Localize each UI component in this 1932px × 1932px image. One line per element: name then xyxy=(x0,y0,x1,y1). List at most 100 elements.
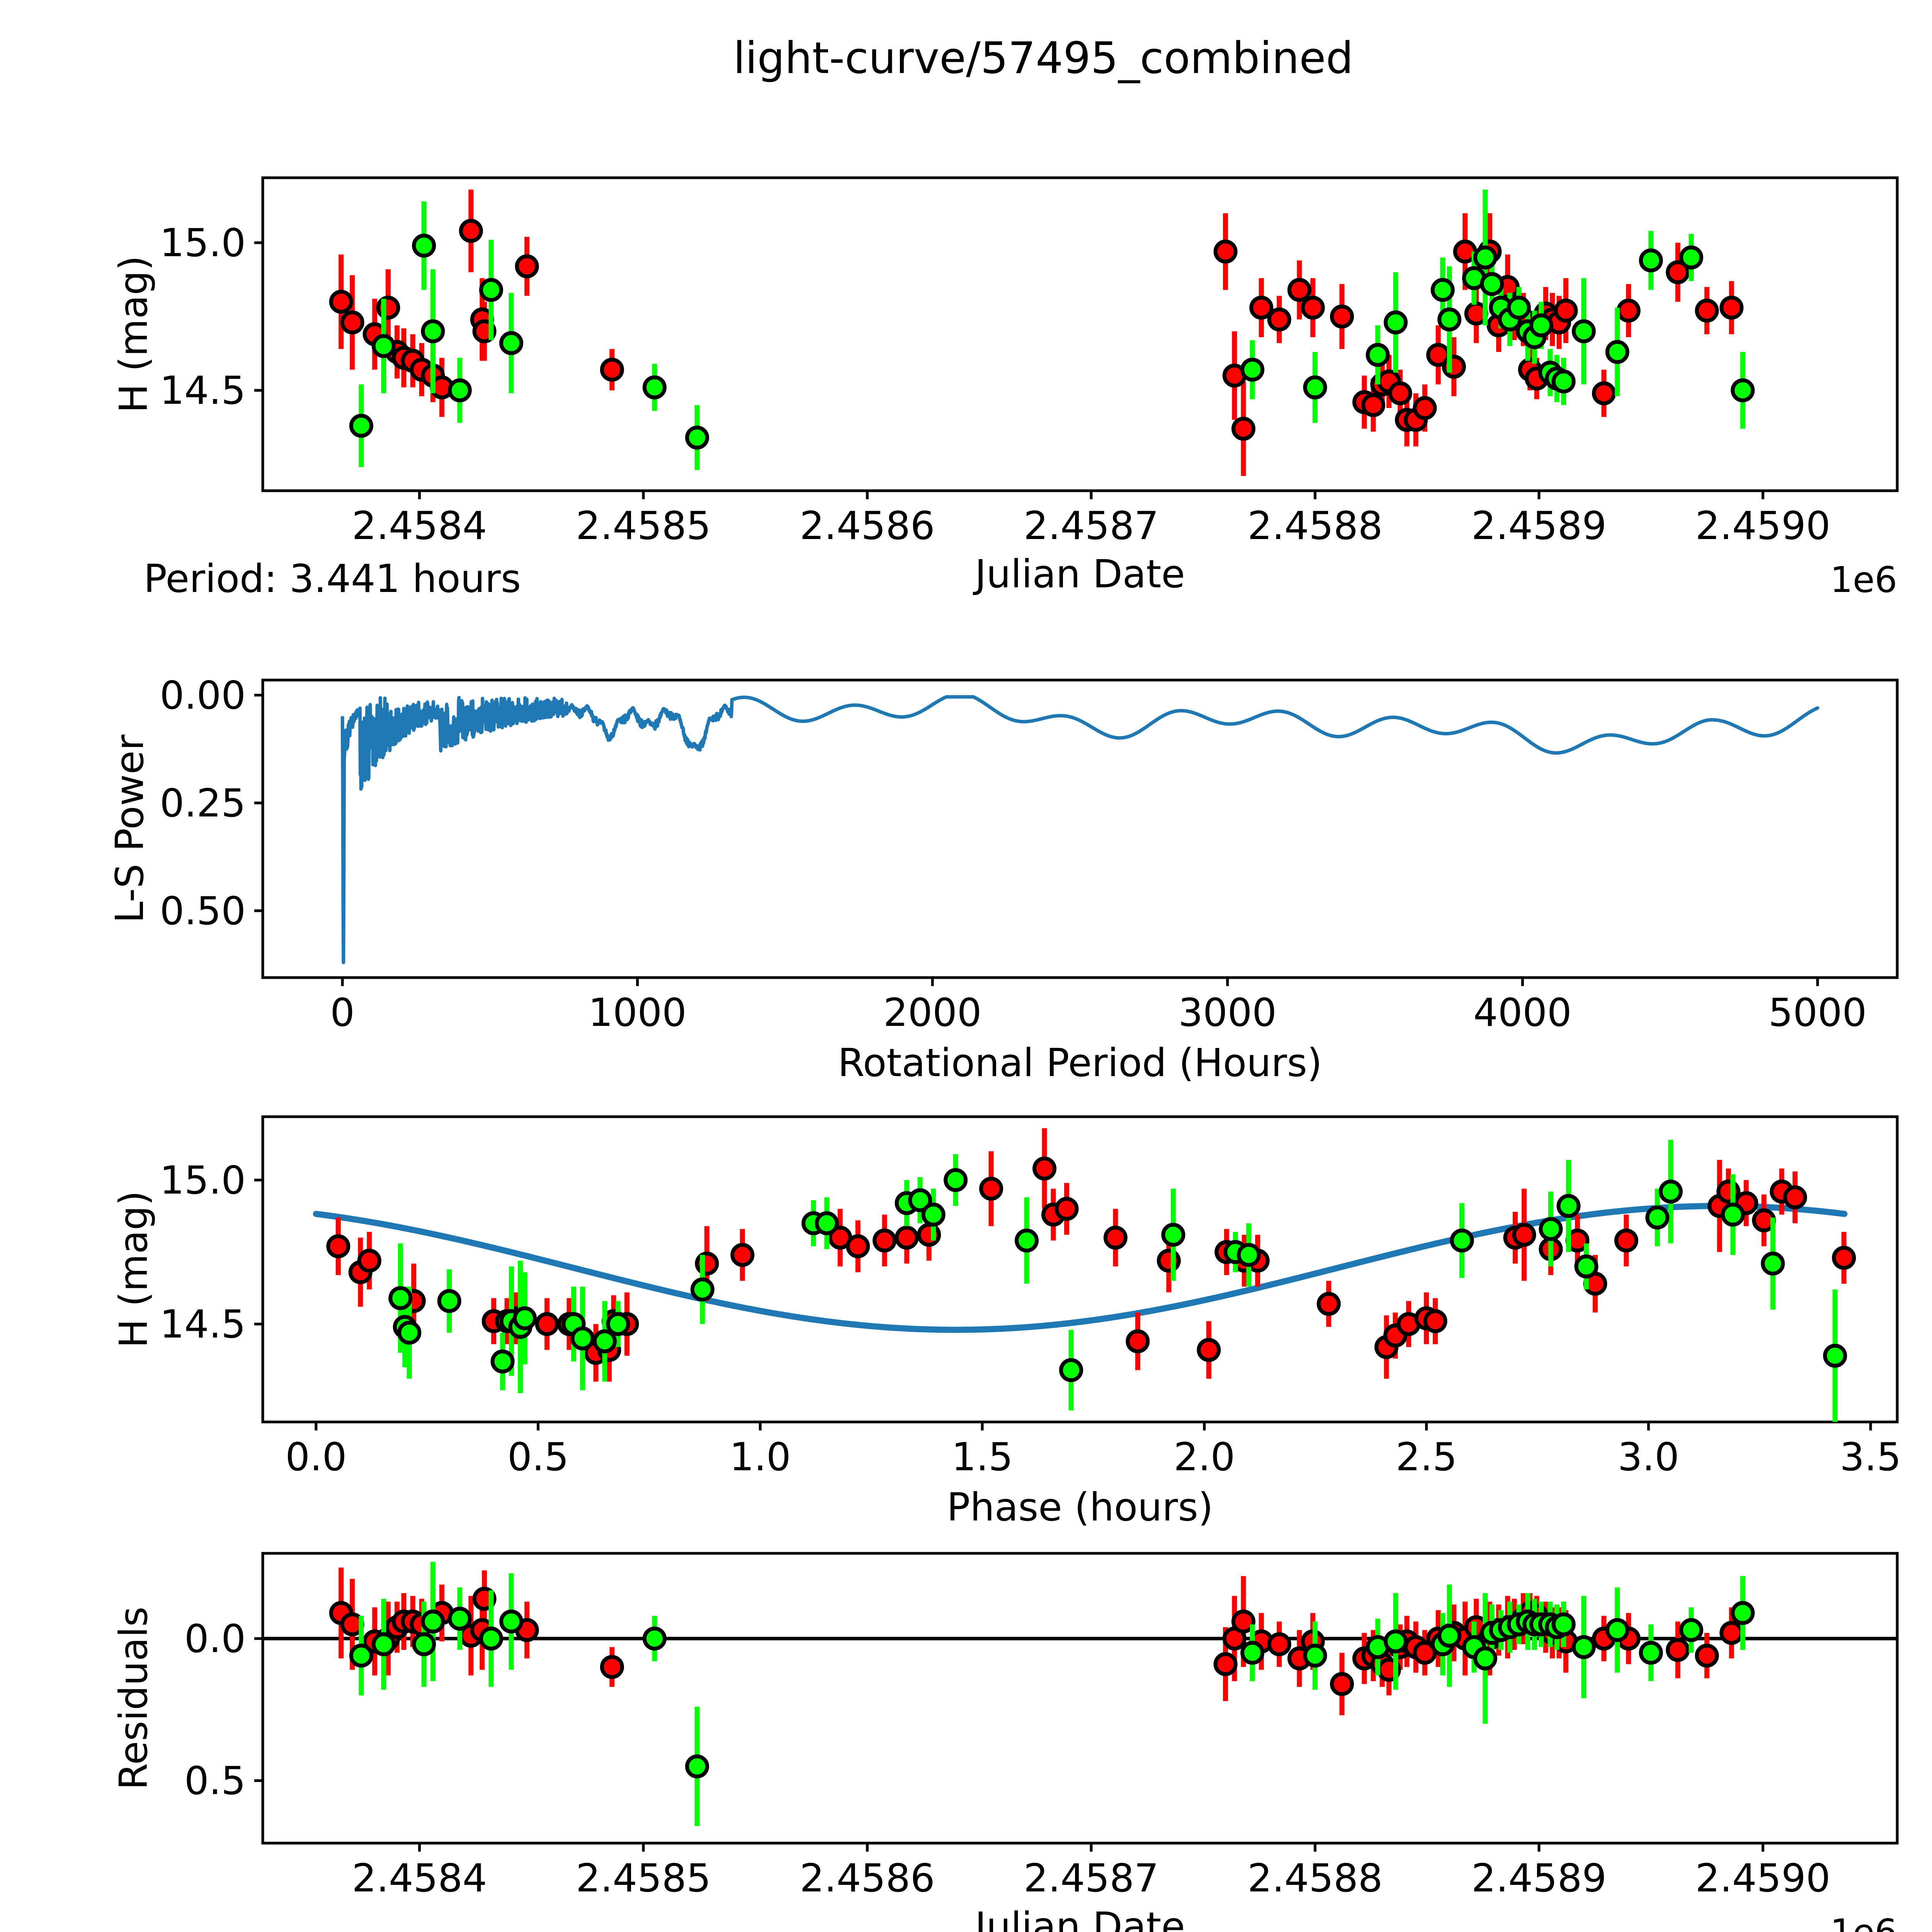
data-point xyxy=(1303,375,1327,400)
data-point xyxy=(606,1312,630,1336)
x-tick-label: 2.4585 xyxy=(576,503,711,548)
data-point xyxy=(490,1349,515,1374)
data-point xyxy=(515,254,539,279)
data-point xyxy=(1384,310,1408,335)
x-tick-label: 3.5 xyxy=(1840,1434,1901,1480)
x-tick-label: 2.4587 xyxy=(1024,503,1159,548)
data-point xyxy=(513,1306,537,1330)
data-point xyxy=(1539,1217,1563,1241)
data-point xyxy=(1430,278,1455,302)
x-tick-label: 2.4589 xyxy=(1471,503,1607,548)
x-tick-label: 3.0 xyxy=(1618,1434,1679,1480)
data-point xyxy=(371,334,396,358)
data-point xyxy=(1240,1641,1265,1665)
x-axis-offset-label: 1e6 xyxy=(1830,1912,1897,1932)
x-tick-label: 2.4589 xyxy=(1471,1855,1607,1901)
y-tick-label: 0.50 xyxy=(160,888,246,934)
y-tick-label: 15.0 xyxy=(160,220,246,265)
data-point xyxy=(593,1329,617,1354)
data-point xyxy=(917,1223,941,1247)
x-axis-label: Julian Date xyxy=(973,1904,1185,1932)
axes-frame xyxy=(261,176,1899,492)
data-point xyxy=(1679,1618,1703,1642)
data-series-green xyxy=(349,1562,1755,1826)
data-point xyxy=(1267,307,1291,332)
data-point xyxy=(459,219,483,243)
data-point xyxy=(1823,1344,1847,1368)
data-point xyxy=(1783,1185,1807,1209)
data-point xyxy=(600,1655,624,1679)
y-axis-label: H (mag) xyxy=(111,1190,156,1348)
y-tick-label: 15.0 xyxy=(160,1158,246,1203)
x-axis-label: Phase (hours) xyxy=(947,1485,1213,1530)
data-point xyxy=(349,1643,373,1668)
data-point xyxy=(1480,272,1504,296)
data-point xyxy=(388,1286,413,1310)
data-point xyxy=(447,378,472,403)
panel-phase-folded: 0.0 0.5 1.0 1.5 2.0 2.5 3.0 3.5 14.5 15.0 Phase (h… xyxy=(111,1115,1901,1530)
data-point xyxy=(695,1252,719,1276)
data-point xyxy=(479,1626,503,1651)
x-tick-label: 1.5 xyxy=(952,1434,1013,1480)
x-tick-label: 2000 xyxy=(883,990,982,1035)
data-point xyxy=(1719,1621,1744,1645)
x-tick-label: 2.4590 xyxy=(1695,1855,1830,1901)
data-series-green xyxy=(349,189,1755,470)
x-tick-label: 3000 xyxy=(1179,990,1277,1035)
data-point xyxy=(447,1607,472,1631)
data-point xyxy=(421,1609,445,1634)
data-point xyxy=(349,413,373,438)
data-point xyxy=(979,1177,1003,1201)
data-point xyxy=(685,425,709,450)
y-tick-label: 14.5 xyxy=(160,1302,246,1347)
data-point xyxy=(1437,1624,1462,1648)
data-point xyxy=(1126,1329,1150,1354)
data-point xyxy=(340,310,364,335)
data-point xyxy=(1330,1672,1354,1696)
y-axis-label: Residuals xyxy=(111,1607,156,1790)
x-axis-offset-label: 1e6 xyxy=(1830,559,1897,600)
data-point xyxy=(1571,319,1596,344)
data-point xyxy=(944,1168,968,1192)
data-point xyxy=(1551,1612,1576,1636)
data-point xyxy=(1366,343,1390,367)
data-point xyxy=(1361,393,1386,417)
sinusoid-fit-line xyxy=(313,1203,1848,1333)
x-tick-label: 5000 xyxy=(1769,990,1867,1035)
data-point xyxy=(1388,381,1412,405)
data-point xyxy=(421,319,445,344)
y-tick-label: 14.5 xyxy=(160,368,246,413)
data-series-red xyxy=(326,1128,1856,1382)
data-point xyxy=(1731,378,1755,403)
y-tick-label: 0.5 xyxy=(184,1758,246,1803)
data-point xyxy=(1236,1243,1261,1267)
data-point xyxy=(690,1277,714,1302)
data-point xyxy=(499,331,524,355)
data-point xyxy=(1658,1179,1683,1204)
data-point xyxy=(357,1248,381,1273)
data-point xyxy=(535,1312,559,1336)
data-point xyxy=(1316,1292,1341,1316)
data-point xyxy=(1413,396,1437,420)
data-point xyxy=(1287,278,1311,302)
data-point xyxy=(479,278,503,302)
data-point xyxy=(1645,1205,1670,1230)
data-point xyxy=(1605,1618,1629,1642)
panel-periodogram: 0 1000 2000 3000 4000 5000 0.00 0.25 0.50 Rotatio… xyxy=(107,673,1899,1085)
x-tick-label: 0 xyxy=(330,990,355,1035)
data-point xyxy=(1423,1309,1447,1333)
data-point xyxy=(921,1202,946,1227)
x-tick-label: 2.5 xyxy=(1396,1434,1457,1480)
data-point xyxy=(1614,1228,1638,1253)
data-point xyxy=(1249,296,1274,320)
y-tick-label: 0.00 xyxy=(160,673,246,718)
data-point xyxy=(1666,1638,1690,1662)
data-point xyxy=(1666,260,1690,284)
x-tick-label: 2.4586 xyxy=(800,1855,935,1901)
axes-frame xyxy=(261,1552,1899,1845)
data-point xyxy=(872,1228,897,1253)
data-point xyxy=(371,1632,396,1656)
data-point xyxy=(1574,1254,1599,1279)
data-point xyxy=(1639,1641,1663,1665)
